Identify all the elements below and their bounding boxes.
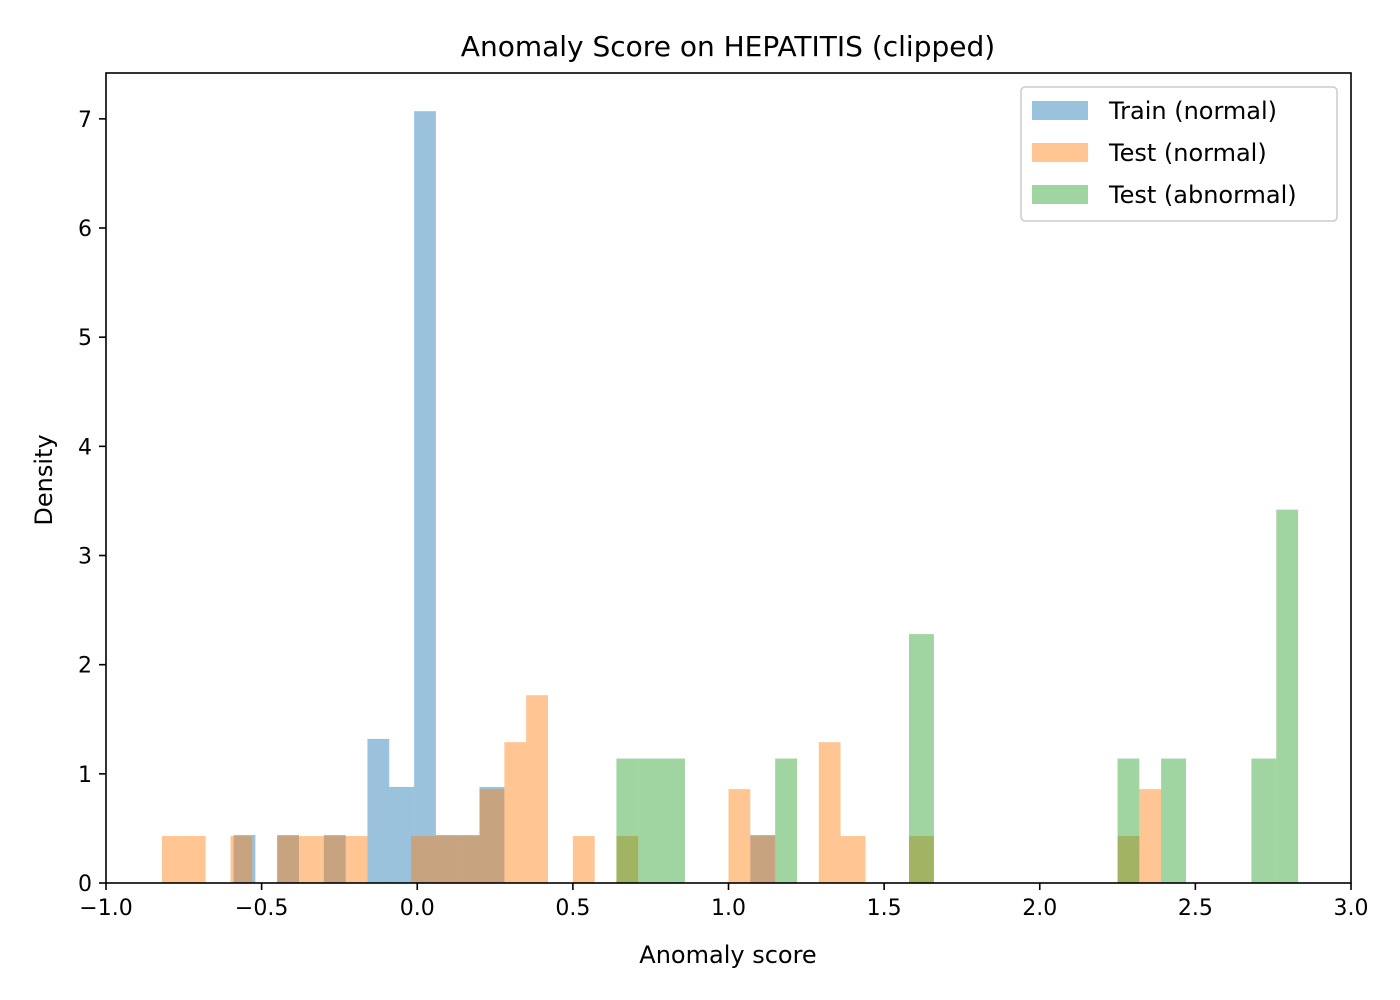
histogram-bar <box>411 836 436 883</box>
histogram-bar <box>616 758 639 883</box>
x-tick-label: −1.0 <box>79 896 132 921</box>
y-tick-label: 1 <box>78 763 92 788</box>
histogram-bar <box>277 834 299 883</box>
histogram-bar <box>435 836 458 883</box>
legend-swatch <box>1032 101 1088 120</box>
histogram-bar <box>367 738 390 883</box>
y-tick-label: 6 <box>78 217 92 242</box>
histogram-bar <box>342 836 368 883</box>
y-tick-label: 0 <box>78 872 92 897</box>
legend-box <box>1020 86 1338 222</box>
y-tick-label: 5 <box>78 326 92 351</box>
histogram-bar <box>233 834 256 883</box>
histogram-bar <box>277 836 299 883</box>
histogram-bar <box>1117 836 1140 883</box>
y-axis: 0 1 2 3 4 5 6 7 <box>78 108 106 897</box>
histogram-bar <box>323 834 346 883</box>
x-tick-label: 3.0 <box>1334 896 1369 921</box>
histogram-bar <box>414 111 436 884</box>
histogram-bar <box>230 836 253 883</box>
legend-label: Test (normal) <box>1108 139 1267 167</box>
histogram-bar <box>320 836 343 883</box>
histogram-bars <box>162 111 1299 884</box>
histogram-bar <box>504 742 527 883</box>
histogram-bar <box>840 836 866 883</box>
histogram-bar <box>638 758 661 883</box>
legend: Train (normal) Test (normal) Test (abnorma… <box>1020 86 1338 222</box>
histogram-bar <box>750 834 776 883</box>
x-axis: −1.0 −0.5 0.0 0.5 1.0 1.5 2.0 2.5 3.0 <box>79 883 1369 921</box>
series-0-bars <box>233 111 776 884</box>
histogram-bar <box>1161 758 1187 883</box>
x-tick-label: 0.5 <box>555 896 590 921</box>
x-tick-label: 2.0 <box>1022 896 1057 921</box>
y-tick-label: 4 <box>78 435 92 460</box>
x-axis-title: Anomaly score <box>639 941 816 969</box>
legend-swatch <box>1032 143 1088 162</box>
histogram-bar <box>1117 758 1140 883</box>
histogram-bar <box>750 836 776 883</box>
y-tick-label: 7 <box>78 108 92 133</box>
histogram-bar <box>183 836 206 883</box>
x-tick-label: 1.5 <box>867 896 902 921</box>
chart-title: Anomaly Score on HEPATITIS (clipped) <box>461 30 995 63</box>
histogram-bar <box>909 634 934 883</box>
series-2-bars <box>616 509 1299 883</box>
histogram-bar <box>526 695 548 883</box>
x-tick-label: 1.0 <box>711 896 746 921</box>
histogram-bar <box>818 742 841 883</box>
histogram-bar <box>457 834 480 883</box>
y-tick-label: 3 <box>78 545 92 570</box>
x-tick-label: −0.5 <box>235 896 288 921</box>
histogram-bar <box>162 836 184 883</box>
legend-label: Test (abnormal) <box>1108 181 1297 209</box>
histogram-bar <box>479 786 505 883</box>
histogram-bar <box>479 789 505 883</box>
x-tick-label: 2.5 <box>1178 896 1213 921</box>
histogram-bar <box>1251 758 1277 883</box>
histogram-bar <box>775 758 797 883</box>
histogram-bar <box>389 786 415 883</box>
legend-swatch <box>1032 185 1088 204</box>
y-axis-title: Density <box>30 434 58 525</box>
histogram-bar <box>457 836 480 883</box>
histogram-bar <box>909 836 934 883</box>
histogram-bar <box>660 758 685 883</box>
histogram-bar <box>572 836 595 883</box>
series-1-bars <box>162 695 1162 883</box>
histogram-bar <box>728 789 751 883</box>
histogram-bar <box>435 834 458 883</box>
y-tick-label: 2 <box>78 654 92 679</box>
histogram-bar <box>298 836 321 883</box>
histogram-bar <box>1276 509 1299 883</box>
histogram-bar <box>616 836 639 883</box>
x-tick-label: 0.0 <box>400 896 435 921</box>
legend-label: Train (normal) <box>1108 97 1277 125</box>
histogram-bar <box>1139 789 1162 883</box>
